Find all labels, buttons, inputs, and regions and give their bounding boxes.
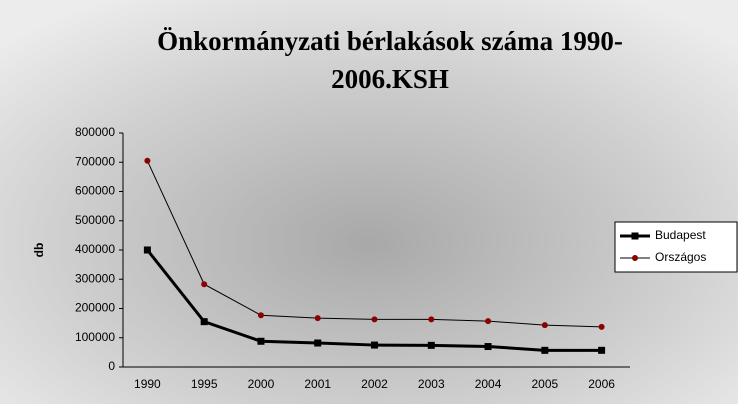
marker (144, 157, 151, 164)
y-tick-label: 300000 (75, 271, 115, 285)
y-tick-label: 600000 (75, 184, 115, 198)
x-tick-label: 2001 (304, 377, 331, 391)
x-tick-label: 2000 (248, 377, 275, 391)
marker (371, 341, 378, 349)
legend-label: Országos (655, 250, 706, 264)
marker (200, 318, 208, 326)
legend-marker (632, 255, 638, 261)
x-tick-label: 2004 (475, 377, 502, 391)
marker (427, 341, 435, 349)
chart-title: Önkormányzati bérlakások száma 1990- (157, 26, 623, 56)
marker (484, 343, 492, 351)
legend-label: Budapest (655, 228, 706, 242)
y-axis-label: db (32, 243, 46, 258)
marker (257, 312, 264, 319)
y-tick-label: 0 (108, 359, 115, 373)
marker (598, 323, 605, 330)
marker (257, 337, 265, 345)
x-tick-label: 1995 (191, 377, 218, 391)
x-tick-label: 1990 (134, 377, 161, 391)
x-tick-label: 2006 (588, 377, 615, 391)
x-tick-label: 2005 (531, 377, 558, 391)
chart-title: 2006.KSH (331, 64, 449, 94)
y-tick-label: 100000 (75, 330, 115, 344)
marker (485, 318, 492, 325)
marker (541, 322, 548, 329)
legend-marker (631, 232, 639, 240)
marker (428, 316, 435, 323)
y-tick-label: 400000 (75, 242, 115, 256)
y-tick-label: 700000 (75, 154, 115, 168)
y-tick-label: 800000 (75, 125, 115, 139)
marker (143, 246, 151, 254)
x-tick-label: 2003 (418, 377, 445, 391)
marker (201, 281, 208, 288)
marker (314, 315, 321, 322)
legend (614, 221, 738, 273)
y-tick-label: 200000 (75, 301, 115, 315)
marker (314, 339, 322, 347)
marker (541, 346, 549, 354)
marker (598, 346, 606, 354)
x-tick-label: 2002 (361, 377, 388, 391)
y-tick-label: 500000 (75, 213, 115, 227)
marker (371, 316, 378, 323)
